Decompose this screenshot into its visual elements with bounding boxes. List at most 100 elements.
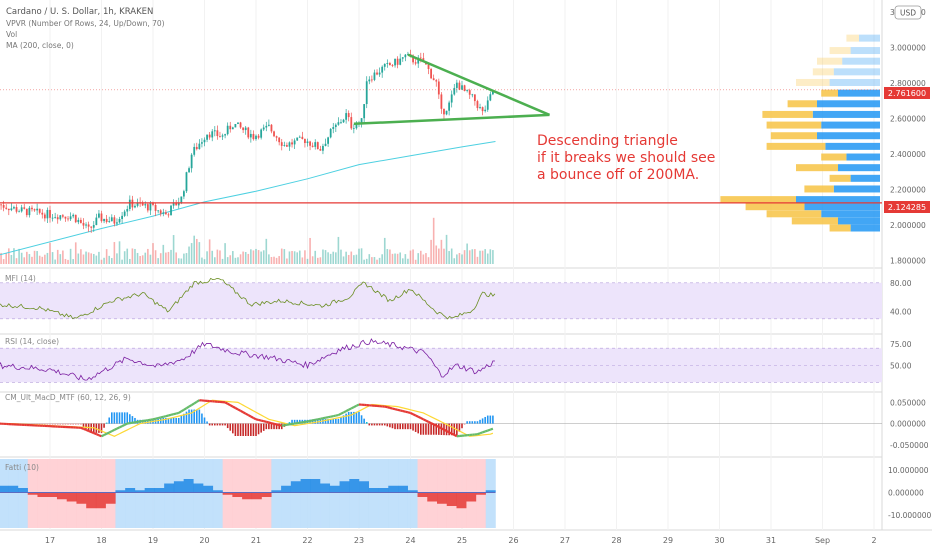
macd-line-segment: [227, 402, 231, 407]
candle-body: [247, 127, 250, 138]
macd-line-segment: [333, 414, 337, 418]
fatti-background-column: [378, 459, 389, 528]
macd-tick-label: -0.050000: [890, 441, 929, 450]
fatti-bar: [339, 481, 350, 493]
volume-bar: [314, 250, 317, 264]
volume-bar: [306, 258, 309, 264]
volume-profile-up-bar: [821, 121, 880, 129]
macd-line-segment: [255, 418, 259, 422]
fatti-background-column: [349, 459, 360, 528]
volume-profile-down-bar: [720, 196, 796, 204]
candle-body: [270, 124, 273, 132]
macd-histogram-bar: [33, 423, 36, 425]
macd-histogram-bar: [51, 423, 54, 425]
macd-histogram-bar: [386, 423, 389, 427]
candle-body: [486, 100, 489, 110]
candle-body: [67, 218, 69, 220]
macd-line-segment: [405, 410, 409, 414]
candle-body: [234, 123, 237, 128]
fatti-background-column: [17, 459, 29, 528]
macd-histogram-bar: [396, 423, 399, 430]
fatti-background-column: [398, 459, 409, 528]
volume-profile-down-bar: [821, 153, 847, 161]
macd-line-segment: [160, 415, 164, 419]
macd-histogram-bar: [474, 421, 476, 424]
volume-bar: [278, 256, 280, 264]
volume-bar: [103, 257, 105, 264]
macd-histogram-bar: [219, 423, 221, 426]
candle-body: [401, 57, 404, 59]
volume-bar: [479, 250, 481, 264]
candle-body: [237, 122, 239, 124]
macd-line-segment: [268, 421, 272, 425]
volume-bar: [265, 238, 268, 264]
panel-backgrounds: [0, 0, 932, 531]
volume-profile-up-bar: [812, 110, 880, 118]
price-tick-label: 2.600000: [890, 114, 926, 123]
candle-body: [324, 143, 327, 146]
volume-bar: [242, 251, 244, 264]
volume-bar: [180, 258, 183, 264]
candle-body: [157, 210, 160, 212]
volume-bar: [141, 255, 144, 264]
candle-body: [149, 203, 152, 211]
volume-bar: [368, 254, 371, 264]
volume-bar: [8, 248, 10, 264]
fatti-bar: [290, 481, 301, 493]
price-axis: 3.2000003.0000002.8000002.6000002.400000…: [888, 8, 931, 520]
candle-body: [141, 203, 144, 206]
fatti-bar: [134, 490, 145, 493]
macd-histogram-bar: [77, 423, 80, 425]
macd-histogram-bar: [193, 409, 195, 424]
grid: [49, 0, 875, 530]
volume-bar: [121, 259, 123, 264]
volume-bar: [445, 234, 448, 264]
macd-histogram-bar: [476, 421, 479, 424]
volume-bar: [250, 249, 252, 264]
time-axis: 17 18 19 20 21 22 23 24 25 26 27 28 29 30 31 Sep 2: [45, 536, 877, 545]
volume-bar: [51, 252, 54, 264]
candle-body: [468, 90, 471, 95]
macd-histogram-bar: [414, 423, 417, 432]
volume-bar: [435, 245, 438, 264]
candle-body: [74, 214, 77, 223]
candle-body: [201, 142, 203, 144]
macd-line-segment: [80, 426, 84, 430]
macd-histogram-bar: [430, 423, 432, 435]
candle-body: [288, 142, 291, 147]
macd-histogram-bar: [417, 423, 420, 434]
fatti-background-column: [271, 459, 282, 528]
fatti-title: Fatti (10): [5, 463, 39, 472]
volume-bar: [44, 254, 46, 264]
macd-line-segment: [106, 431, 110, 435]
macd-line-segment: [163, 415, 167, 418]
volume-bar: [458, 253, 461, 264]
volume-profile-up-bar: [838, 89, 880, 97]
volume-bar: [414, 259, 417, 264]
volume-profile-down-bar: [829, 224, 851, 232]
fatti-bar: [359, 481, 369, 493]
macd-line-segment: [95, 433, 100, 437]
macd-histogram-bar: [162, 417, 165, 424]
volume-bar: [116, 253, 118, 264]
volume-bar: [175, 252, 177, 264]
fatti-bar: [17, 488, 28, 493]
candle-body: [90, 226, 93, 228]
candle-body: [113, 217, 116, 224]
volume-bar: [355, 254, 358, 264]
candle-body: [461, 85, 463, 90]
volume-profile-up-bar: [817, 100, 880, 108]
macd-histogram-bar: [435, 423, 438, 435]
volume-bar: [448, 251, 450, 264]
fatti-bar: [320, 483, 331, 493]
macd-histogram-bar: [54, 423, 56, 425]
candle-body: [203, 139, 206, 143]
time-tick-label: 2: [871, 536, 876, 545]
fatti-background-column: [125, 459, 136, 528]
currency-button[interactable]: [894, 5, 922, 20]
volume-bar: [332, 251, 335, 264]
macd-line-segment: [479, 431, 483, 435]
volume-bar: [296, 252, 298, 264]
macd-histogram-bar: [41, 423, 44, 425]
